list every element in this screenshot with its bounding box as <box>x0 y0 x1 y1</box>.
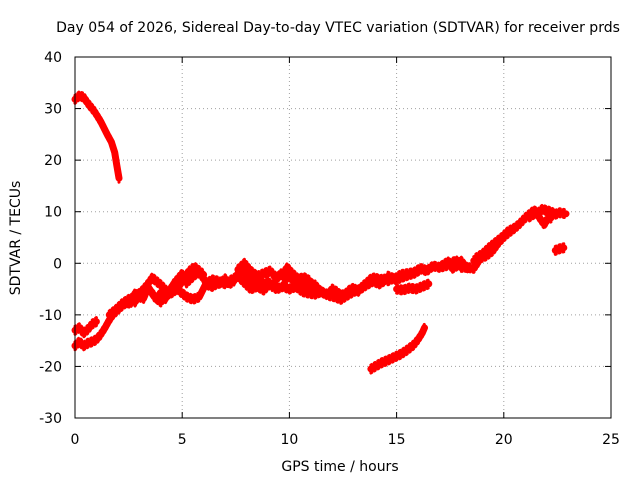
y-tick-label: 20 <box>44 153 62 169</box>
series-arc-13-marks <box>553 250 566 256</box>
x-tick-label: 20 <box>495 432 513 448</box>
y-tick-label: -10 <box>39 308 62 324</box>
grid-lines <box>75 57 611 418</box>
series-arc-11-marks <box>474 230 516 264</box>
series-arc-11-marks <box>474 222 516 256</box>
x-tick-label: 25 <box>602 432 620 448</box>
series-arc-14-marks <box>369 322 426 367</box>
series-arc-2-marks <box>73 316 98 331</box>
series-arc-4-marks <box>107 269 206 321</box>
series-arc-4-marks <box>107 261 206 313</box>
y-axis-label: SDTVAR / TECUs <box>8 181 24 296</box>
axis-ticks: 0 5 10 15 20 25 40 30 20 10 0 -10 -20 -30 <box>39 50 620 448</box>
series-arc-9-marks <box>440 263 471 275</box>
data-series <box>71 90 570 375</box>
x-tick-label: 0 <box>71 432 80 448</box>
y-tick-label: -30 <box>39 411 62 427</box>
series-arc-13 <box>551 244 568 254</box>
x-tick-label: 15 <box>388 432 406 448</box>
series-arc-3-marks <box>73 262 429 344</box>
x-axis-label: GPS time / hours <box>281 459 398 475</box>
series-arc-9-marks <box>440 255 471 267</box>
series-arc-6-marks <box>236 265 313 287</box>
series-arc-2-marks <box>73 324 98 339</box>
plot-frame <box>74 56 612 419</box>
series-arc-5 <box>131 272 390 306</box>
y-tick-label: 30 <box>44 102 62 118</box>
series-arc-8-marks <box>395 278 431 288</box>
series-arc-12 <box>526 209 555 229</box>
y-tick-label: -20 <box>39 359 62 375</box>
chart-title: Day 054 of 2026, Sidereal Day-to-day VTE… <box>56 20 620 36</box>
series-arc-13-marks <box>553 242 566 248</box>
series-arc-14-marks <box>369 330 426 375</box>
series-arc-1-marks <box>73 98 121 184</box>
y-tick-label: 0 <box>53 256 62 272</box>
series-arc-4 <box>105 263 208 319</box>
series-arc-8 <box>393 280 433 294</box>
series-arc-6-marks <box>236 257 313 279</box>
series-arc-12-marks <box>528 207 553 223</box>
series-arc-12-marks <box>528 215 553 231</box>
series-arc-1-marks <box>73 90 121 176</box>
series-arc-11 <box>472 224 518 262</box>
series-arc-6 <box>234 259 315 285</box>
x-tick-label: 10 <box>280 432 298 448</box>
y-tick-label: 40 <box>44 50 62 66</box>
series-arc-2 <box>71 318 100 337</box>
series-arc-5-marks <box>133 270 388 300</box>
y-tick-label: 10 <box>44 205 62 221</box>
series-arc-9 <box>438 257 473 273</box>
x-tick-label: 5 <box>178 432 187 448</box>
series-arc-8-marks <box>395 286 431 296</box>
series-arc-7-marks <box>386 263 480 285</box>
series-arc-14 <box>367 324 428 373</box>
series-arc-5-marks <box>133 278 388 308</box>
